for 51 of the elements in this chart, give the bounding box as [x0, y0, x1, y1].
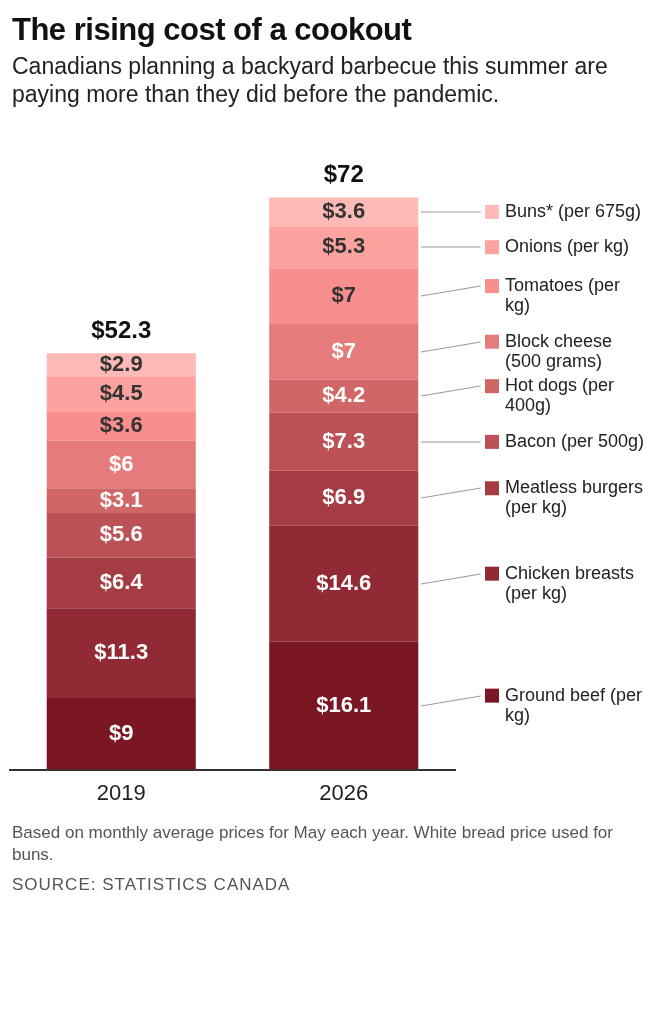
data-label: $14.6	[316, 569, 372, 595]
data-label: $4.5	[99, 380, 143, 406]
data-label: $11.3	[94, 639, 149, 665]
legend-label: Buns* (per 675g)	[505, 200, 642, 221]
legend-label: Onions (per kg)	[505, 236, 630, 257]
bar	[269, 470, 419, 526]
data-label: $7	[331, 282, 356, 308]
x-tick-label: 2019	[96, 779, 146, 805]
bar	[46, 512, 196, 558]
bar	[46, 440, 196, 489]
bar	[46, 488, 196, 513]
data-label: $3.1	[99, 486, 143, 512]
bar	[269, 379, 419, 413]
data-label: $7.3	[322, 427, 366, 453]
data-label: $3.6	[322, 197, 366, 223]
bar	[269, 268, 419, 324]
data-label: $4.2	[322, 382, 366, 408]
text: Based on monthly average prices for May each year. White bread price used for buns.	[12, 822, 614, 866]
source-note: SOURCE: STATISTICS CANADA	[12, 874, 292, 896]
bar	[46, 557, 196, 609]
bar	[269, 412, 419, 471]
bar	[46, 376, 196, 413]
data-label: $16.1	[316, 691, 372, 717]
data-label: $2.9	[99, 350, 143, 376]
data-label: $6.4	[99, 568, 144, 594]
chart-title: The rising cost of a cookout	[12, 12, 413, 48]
data-label: $7	[331, 337, 356, 363]
data-label: $9	[109, 719, 134, 745]
data-label: $3.6	[99, 412, 143, 438]
legend-label: Hot dogs (per 400g)	[505, 375, 615, 416]
bar	[269, 226, 419, 269]
chart-subtitle: Canadians planning a backyard barbecue this summer are paying more than they did before the pandemic.	[12, 52, 609, 108]
data-label: $5.6	[99, 521, 143, 547]
legend-label: Tomatoes (per kg)	[505, 275, 621, 316]
bar	[46, 698, 196, 770]
bar	[46, 412, 196, 441]
data-label: $6	[109, 450, 134, 476]
bar	[269, 525, 419, 642]
legend-label: Chicken breasts (per kg)	[505, 562, 635, 603]
data-label: $5.3	[322, 233, 366, 259]
bar	[46, 608, 196, 699]
bar	[269, 641, 419, 770]
legend-label: Meatless burgers (per kg)	[505, 477, 644, 518]
legend-label: Bacon (per 500g)	[505, 430, 645, 451]
legend-label: Ground beef (per kg)	[505, 684, 643, 725]
total-label: $52.3	[91, 315, 152, 343]
total-label: $72	[323, 160, 364, 188]
legend-label: Block cheese (500 grams)	[505, 330, 613, 371]
bar	[269, 323, 419, 380]
x-tick-label: 2026	[319, 779, 369, 805]
data-label: $6.9	[322, 484, 366, 510]
